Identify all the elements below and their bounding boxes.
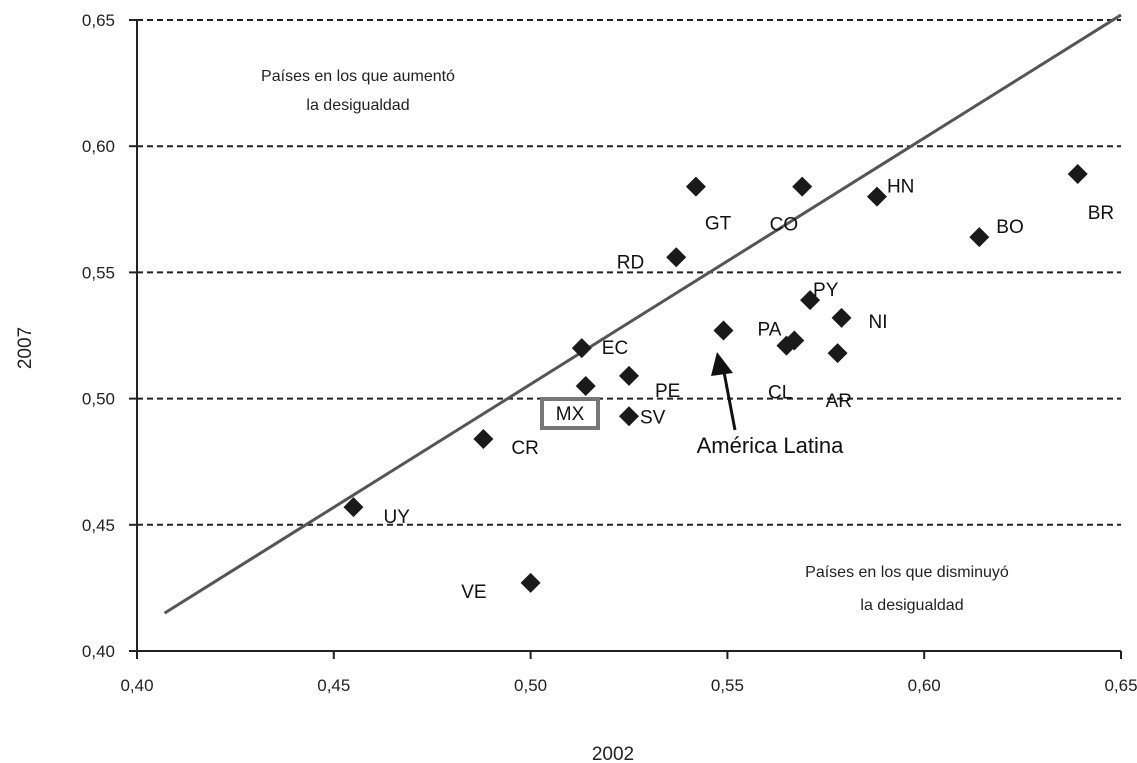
point-marker — [619, 365, 639, 386]
x-tick-label: 0,65 — [1104, 676, 1137, 695]
y-tick-label: 0,55 — [82, 263, 115, 282]
x-tick-label: 0,55 — [711, 676, 744, 695]
point-label: RD — [617, 252, 644, 273]
x-axis-label: 2002 — [592, 744, 634, 763]
data-point-cl: CL — [768, 330, 805, 404]
decrease-note-line1: Países en los que disminuyó — [805, 564, 1009, 581]
point-marker — [619, 406, 639, 427]
point-label: PY — [813, 280, 839, 301]
x-tick-label: 0,50 — [514, 676, 547, 695]
data-point-america-latina — [713, 320, 734, 341]
point-marker — [800, 290, 821, 311]
point-marker — [827, 343, 848, 364]
data-point-ec: EC — [571, 338, 628, 359]
point-label: SV — [640, 407, 666, 428]
data-point-bo: BO — [969, 217, 1024, 248]
data-point-mx: MX — [540, 375, 600, 430]
point-label: CR — [511, 438, 538, 459]
point-marker — [792, 176, 813, 197]
axes — [129, 19, 1122, 659]
data-point-pe: PE — [619, 365, 680, 402]
point-label: PE — [655, 381, 680, 402]
data-point-ar: AR — [826, 343, 852, 412]
y-tick-label: 0,60 — [82, 137, 115, 156]
y-tick-label: 0,45 — [82, 516, 115, 535]
point-label: HN — [887, 177, 914, 198]
point-label: AR — [826, 391, 852, 412]
point-label: CL — [768, 383, 792, 404]
point-marker — [473, 428, 494, 449]
point-marker — [343, 497, 364, 518]
point-label: BO — [996, 217, 1023, 238]
point-label: UY — [383, 507, 410, 528]
point-label: MX — [556, 404, 585, 425]
point-marker — [575, 375, 596, 396]
point-label: NI — [869, 312, 888, 333]
point-marker — [784, 330, 805, 351]
point-label: BR — [1088, 203, 1114, 224]
data-point-co: CO — [770, 176, 813, 236]
point-marker — [831, 307, 852, 328]
point-marker — [1067, 163, 1088, 184]
point-label: VE — [461, 582, 486, 603]
point-label: GT — [705, 214, 732, 235]
latin-america-label: América Latina — [697, 433, 845, 458]
point-marker — [866, 186, 887, 207]
decrease-note-line2: la desigualdad — [860, 597, 963, 614]
data-point-ve: VE — [461, 572, 541, 603]
latin-america-arrow — [711, 352, 737, 431]
point-label: EC — [602, 338, 628, 359]
x-tick-label: 0,60 — [908, 676, 941, 695]
increase-note-line1: Países en los que aumentó — [261, 68, 455, 85]
data-point-hn: HN — [866, 177, 914, 207]
data-point-ni: NI — [831, 307, 888, 333]
x-tick-label: 0,45 — [317, 676, 350, 695]
y-tick-label: 0,50 — [82, 390, 115, 409]
gridlines — [137, 19, 1121, 526]
data-points: UY VE CR MX EC PE SV RD GT CO PA CL PY NI AR HN BO BR — [343, 163, 1114, 603]
point-marker — [713, 320, 734, 341]
point-marker — [685, 176, 706, 197]
y-axis-label: 2007 — [15, 327, 36, 369]
point-marker — [520, 572, 541, 593]
data-point-br: BR — [1067, 163, 1114, 224]
point-marker — [969, 227, 990, 248]
reference-line — [163, 13, 1122, 615]
increase-note-line2: la desigualdad — [306, 97, 409, 114]
data-point-uy: UY — [343, 497, 410, 528]
data-point-rd: RD — [617, 247, 687, 273]
data-point-gt: GT — [685, 176, 732, 235]
point-marker — [666, 247, 687, 268]
point-marker — [571, 338, 592, 359]
mx-label-box — [540, 397, 600, 430]
x-tick-label: 0,40 — [120, 676, 153, 695]
point-label: PA — [758, 320, 782, 341]
data-point-py: PY — [800, 280, 839, 311]
y-tick-label: 0,65 — [82, 11, 115, 30]
point-label: CO — [770, 215, 799, 236]
y-tick-label: 0,40 — [82, 642, 115, 661]
tick-labels: 0,40 0,45 0,50 0,55 0,60 0,65 0,40 0,45 0,50 0,55… — [82, 11, 1137, 695]
data-point-sv: SV — [619, 406, 666, 428]
data-point-cr: CR — [473, 428, 539, 459]
